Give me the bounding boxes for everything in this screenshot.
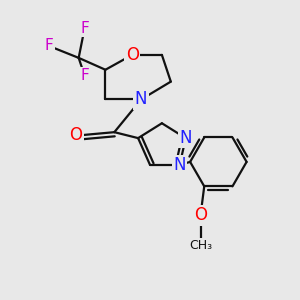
- Text: O: O: [194, 206, 207, 224]
- Text: O: O: [69, 126, 82, 144]
- Text: F: F: [80, 68, 89, 83]
- Text: N: N: [179, 129, 192, 147]
- Text: CH₃: CH₃: [189, 238, 212, 252]
- Text: F: F: [45, 38, 53, 53]
- Text: N: N: [135, 91, 147, 109]
- Text: F: F: [80, 21, 89, 36]
- Text: O: O: [126, 46, 139, 64]
- Text: N: N: [173, 156, 186, 174]
